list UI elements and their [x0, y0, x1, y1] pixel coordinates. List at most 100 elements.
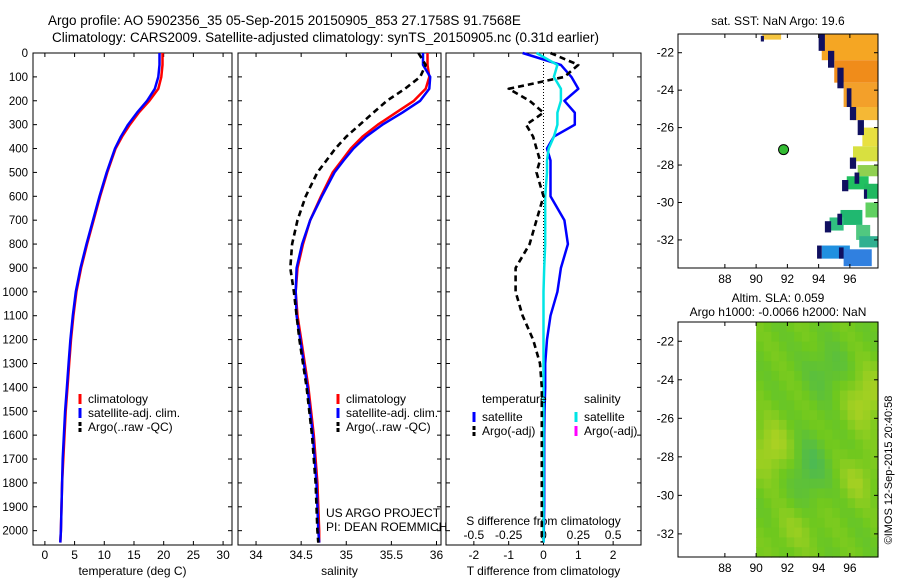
ssh-cell	[763, 527, 772, 539]
imos-timestamp: ©IMOS 12-Sep-2015 20:40:58	[883, 396, 895, 545]
ssh-cell	[763, 322, 772, 333]
ssh-cell	[847, 341, 856, 352]
ssh-cell	[786, 547, 795, 558]
ssh-cell	[771, 439, 780, 450]
ssh-cell	[794, 537, 803, 548]
map-x-tick-label: 94	[812, 561, 826, 575]
ssh-cell	[763, 439, 772, 450]
ssh-cell	[855, 537, 864, 548]
ssh-cell	[832, 508, 841, 519]
ssh-cell	[832, 459, 841, 470]
ssh-cell	[756, 429, 765, 441]
ssh-cell	[771, 351, 780, 362]
ssh-cell	[824, 537, 833, 548]
ssh-cell	[763, 488, 772, 499]
ssh-cell	[809, 351, 818, 362]
map-y-tick-label: -22	[657, 334, 675, 348]
ssh-cell	[801, 419, 811, 431]
ssh-cell	[839, 419, 849, 431]
x-tick-label: 34	[249, 548, 263, 562]
ssh-cell	[771, 488, 780, 499]
ssh-cell	[771, 410, 780, 421]
ssh-cell	[855, 439, 864, 450]
ssh-cell	[786, 331, 795, 343]
ssh-cell	[862, 439, 871, 450]
ssh-cell	[839, 322, 849, 333]
ssh-cell	[839, 547, 849, 558]
sst-coast-edge	[828, 50, 835, 68]
ssh-cell	[756, 547, 765, 558]
ssh-cell	[817, 468, 826, 480]
map-y-tick-label: -24	[657, 373, 675, 387]
ssh-cell	[824, 361, 833, 372]
ssh-cell	[771, 508, 780, 519]
map-y-tick-label: -26	[657, 121, 675, 135]
ssh-cell	[855, 410, 864, 421]
ssh-cell	[771, 370, 780, 382]
ssh-cell	[832, 468, 841, 480]
x-tick-label: 36	[430, 548, 444, 562]
ssh-cell	[756, 400, 765, 411]
sst-map-panel: sat. SST: NaN Argo: 19.6 88 90 92 94 96 -22 -24…	[657, 14, 879, 286]
argo-position-marker	[778, 144, 790, 156]
legend-label: Argo(..raw -QC)	[88, 420, 173, 434]
ssh-cell	[794, 429, 803, 441]
ssh-cell	[832, 419, 841, 431]
series-line-temperature-satellite	[522, 51, 580, 543]
ssh-cell	[778, 390, 788, 401]
ssh-cell	[786, 527, 795, 539]
ssh-map-title: Altim. SLA: 0.059	[732, 291, 825, 305]
ssh-cell	[839, 449, 849, 460]
ssh-cell	[855, 478, 864, 490]
ssh-cell	[839, 478, 849, 490]
ssh-cell	[794, 419, 803, 431]
ssh-cell	[756, 390, 765, 401]
sst-cell	[840, 209, 863, 225]
ssh-cell	[839, 429, 849, 441]
ssh-cell	[870, 361, 879, 372]
legend-label: climatology	[88, 392, 148, 406]
ssh-cell	[855, 370, 864, 382]
ssh-cell	[778, 429, 788, 441]
ssh-cell	[771, 429, 780, 441]
ssh-cell	[786, 361, 795, 372]
sst-cell	[853, 107, 878, 121]
ssh-cell	[763, 429, 772, 441]
ssh-cell	[771, 400, 780, 411]
ssh-cell	[870, 517, 879, 529]
ssh-cell	[786, 370, 795, 382]
sst-cell	[859, 236, 878, 248]
ssh-cell	[801, 351, 811, 362]
depth-tick-label: 1200	[2, 335, 28, 347]
ssh-cell	[862, 498, 871, 509]
ssh-cell	[771, 498, 780, 509]
ssh-cell	[778, 449, 788, 460]
sst-coast-edge	[849, 157, 857, 169]
ssh-cell	[786, 517, 795, 529]
ssh-cell	[801, 322, 811, 333]
ssh-cell	[794, 322, 803, 333]
ssh-cell	[778, 439, 788, 450]
ssh-cell	[855, 322, 864, 333]
ssh-cell	[847, 459, 856, 470]
ssh-cell	[870, 390, 879, 401]
ssh-cell	[832, 439, 841, 450]
ssh-cell	[817, 361, 826, 372]
ssh-cell	[794, 498, 803, 509]
ssh-cell	[862, 468, 871, 480]
sst-cell	[853, 146, 878, 162]
ssh-cell	[763, 517, 772, 529]
ssh-cell	[786, 419, 795, 431]
ssh-cell	[862, 429, 871, 441]
ssh-cell	[771, 390, 780, 401]
ssh-cell	[801, 537, 811, 548]
ssh-cell	[839, 341, 849, 352]
ssh-cell	[801, 410, 811, 421]
ssh-cell	[817, 370, 826, 382]
ssh-cell	[847, 322, 856, 333]
depth-tick-label: 400	[9, 144, 28, 156]
ssh-cell	[817, 537, 826, 548]
ssh-cell	[801, 380, 811, 392]
ssh-cell	[771, 547, 780, 558]
ssh-cell	[756, 449, 765, 460]
